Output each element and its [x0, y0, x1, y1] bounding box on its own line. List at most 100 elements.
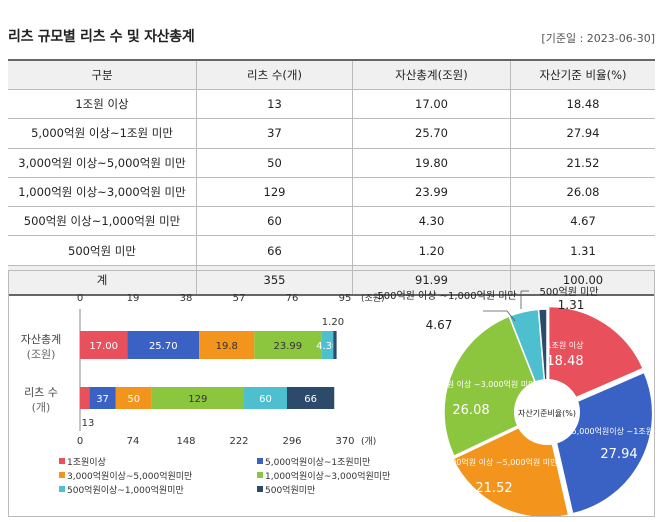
bar-segment	[286, 387, 335, 409]
donut-hole	[514, 379, 580, 445]
bottom-axis-tick-label: 296	[282, 436, 301, 447]
table-row: 1조원 이상 13 17.00 18.48	[8, 88, 655, 120]
bottom-axis-tick-label: 370	[335, 436, 354, 447]
legend-swatch	[59, 472, 65, 478]
bottom-axis-tick-label: 148	[176, 436, 195, 447]
bar-segment	[115, 387, 152, 409]
header-reit-count: 리츠 수(개)	[196, 59, 353, 90]
top-axis-tick-label: 38	[180, 293, 193, 304]
table-header-row: 구분 리츠 수(개) 자산총계(조원) 자산기준 비율(%)	[8, 59, 655, 90]
bar-segment	[80, 387, 90, 409]
legend-label: 5,000억원이상~1조원미만	[265, 456, 370, 468]
bottom-axis-unit: (개)	[361, 436, 376, 447]
chart-svg: 0 19 38 57 76 95 (조원) 0 74 148 222 296 370 (개) 자산총계 (조원…	[21, 286, 663, 519]
pie-slice-label: 5,000억원이상 ~1조원 미만	[572, 426, 654, 436]
cell: 27.94	[510, 118, 655, 149]
bar-data-label: 1.20	[322, 317, 344, 328]
table-row: 500억원 미만 66 1.20 1.31	[8, 235, 655, 266]
bottom-axis-tick-label: 74	[127, 436, 140, 447]
chart-panel: 0 19 38 57 76 95 (조원) 0 74 148 222 296 370 (개) 자산총계 (조원…	[8, 270, 663, 519]
donut-center-label: 자산기준비율(%)	[518, 408, 576, 418]
category-label: 리츠 수	[24, 386, 58, 399]
pie-slice-value: 21.52	[475, 481, 512, 496]
bar-segment	[244, 387, 287, 409]
cell: 26.08	[510, 176, 655, 208]
cell: 37	[196, 118, 353, 149]
bar-segment	[89, 387, 116, 409]
cell: 500억원 미만	[8, 235, 197, 266]
cell: 60	[196, 206, 353, 237]
cell: 3,000억원 이상~5,000억원 미만	[8, 147, 197, 178]
cell: 23.99	[352, 176, 511, 208]
cell: 1조원 이상	[8, 88, 197, 120]
top-axis-tick-label: 95	[339, 293, 352, 304]
pie-slice-label: 3,000억원 이상 ~5,000억원 미만	[438, 457, 558, 467]
category-unit-label: (조원)	[27, 348, 56, 361]
bar-segment	[199, 331, 255, 359]
legend-swatch	[59, 486, 65, 492]
legend-label: 3,000억원이상~5,000억원미만	[67, 470, 192, 482]
legend-swatch	[257, 458, 263, 464]
cell: 5,000억원 이상~1조원 미만	[8, 118, 197, 149]
bar-data-label: 25.70	[149, 341, 178, 352]
table-row: 1,000억원 이상~3,000억원 미만 129 23.99 26.08	[8, 176, 655, 208]
top-axis-tick-label: 0	[77, 293, 83, 304]
category-label: 자산총계	[21, 333, 61, 346]
cell: 13	[196, 88, 353, 120]
bar-segment	[127, 331, 200, 359]
bar-data-label: 19.8	[216, 341, 238, 352]
top-axis-tick-label: 57	[233, 293, 246, 304]
header-asset-ratio: 자산기준 비율(%)	[510, 59, 655, 90]
legend-label: 500억원이상~1,000억원미만	[67, 484, 184, 496]
bar-segment	[333, 331, 337, 359]
legend-swatch	[257, 472, 263, 478]
cell: 129	[196, 176, 353, 208]
legend-swatch	[257, 486, 263, 492]
bar-data-label: 23.99	[273, 341, 302, 352]
base-date: [기준일 : 2023-06-30]	[541, 32, 655, 45]
cell: 21.52	[510, 147, 655, 178]
bottom-axis-tick-label: 222	[229, 436, 248, 447]
pie-slice-value: 26.08	[452, 403, 489, 418]
legend-swatch	[59, 458, 65, 464]
header-category: 구분	[8, 59, 197, 90]
cell: 1.20	[352, 235, 511, 266]
table-row: 5,000억원 이상~1조원 미만 37 25.70 27.94	[8, 118, 655, 149]
pie-slice	[547, 305, 645, 411]
pie-slice-value: 18.48	[546, 354, 583, 369]
cell: 50	[196, 147, 353, 178]
cell: 1.31	[510, 235, 655, 266]
pie-slice-value: 27.94	[600, 447, 637, 462]
category-unit-label: (개)	[32, 401, 51, 414]
top-axis-unit: (조원)	[361, 293, 385, 304]
stats-table: 구분 리츠 수(개) 자산총계(조원) 자산기준 비율(%) 1조원 이상 13 1…	[8, 59, 655, 297]
pie-slice-label: 1,000억원 이상 ~3,000억원 미만	[416, 379, 536, 389]
top-axis-tick-label: 76	[286, 293, 299, 304]
table-row: 500억원 이상~1,000억원 미만 60 4.30 4.67	[8, 206, 655, 237]
table-row: 3,000억원 이상~5,000억원 미만 50 19.80 21.52	[8, 147, 655, 178]
page-title: 리츠 규모별 리츠 수 및 자산총계	[8, 29, 195, 45]
cell: 4.67	[510, 206, 655, 237]
cell: 66	[196, 235, 353, 266]
pie-slice-value: 1.31	[558, 298, 585, 312]
legend-label: 500억원미만	[265, 484, 315, 496]
cell: 1,000억원 이상~3,000억원 미만	[8, 176, 197, 208]
bar-data-label: 37	[96, 394, 109, 405]
bar-segment	[254, 331, 322, 359]
cell: 18.48	[510, 88, 655, 120]
top-axis-tick-label: 19	[127, 293, 140, 304]
leader-line	[506, 310, 516, 322]
bar-segment	[80, 331, 128, 359]
bar-data-label: 50	[127, 394, 140, 405]
bottom-axis-tick-label: 0	[77, 436, 83, 447]
cell: 4.30	[352, 206, 511, 237]
bar-data-label: 13	[82, 418, 95, 429]
bar-segment	[321, 331, 334, 359]
bar-segment	[151, 387, 245, 409]
bar-data-label: 66	[304, 394, 317, 405]
pie-slice-label: 500억원 미만	[539, 286, 598, 298]
cell: 19.80	[352, 147, 511, 178]
legend-label: 1조원이상	[67, 457, 106, 468]
bar-data-label: 129	[188, 394, 207, 405]
cell: 25.70	[352, 118, 511, 149]
